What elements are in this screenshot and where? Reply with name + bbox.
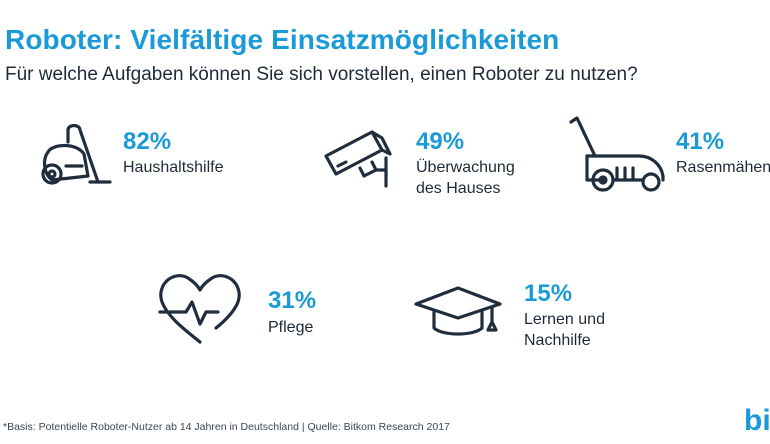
- stat-value: 15%: [524, 280, 573, 307]
- page-subtitle: Für welche Aufgaben können Sie sich vors…: [5, 64, 638, 85]
- bitkom-logo: bit: [744, 404, 770, 437]
- vacuum-cleaner-icon: [41, 124, 112, 185]
- source-footnote: *Basis: Potentielle Roboter-Nutzer ab 14…: [3, 421, 450, 433]
- stat-label: Pflege: [268, 317, 388, 338]
- security-camera-icon: [324, 130, 392, 188]
- stat-label: Lernen und Nachhilfe: [524, 309, 644, 351]
- stat-label-line: Haushaltshilfe: [123, 159, 224, 176]
- stat-label-line: Lernen und: [524, 311, 605, 328]
- stat-value: 82%: [123, 128, 172, 155]
- stat-label-line: Pflege: [268, 319, 314, 336]
- graduation-cap-icon: [414, 286, 502, 336]
- stat-label-line: Rasenmähen: [676, 159, 770, 176]
- stat-label: Überwachung des Hauses: [416, 157, 536, 199]
- page-title: Roboter: Vielfältige Einsatzmöglichkeite…: [5, 24, 560, 55]
- stat-label-line: Überwachung: [416, 159, 515, 176]
- heart-pulse-icon: [158, 274, 241, 344]
- stat-label: Rasenmähen: [676, 157, 770, 178]
- stat-label-line: des Hauses: [416, 180, 501, 197]
- stat-value: 41%: [676, 128, 725, 155]
- lawn-mower-icon: [569, 116, 665, 192]
- stat-value: 31%: [268, 287, 317, 314]
- stat-label-line: Nachhilfe: [524, 332, 591, 349]
- stat-label: Haushaltshilfe: [123, 157, 243, 178]
- stat-value: 49%: [416, 128, 465, 155]
